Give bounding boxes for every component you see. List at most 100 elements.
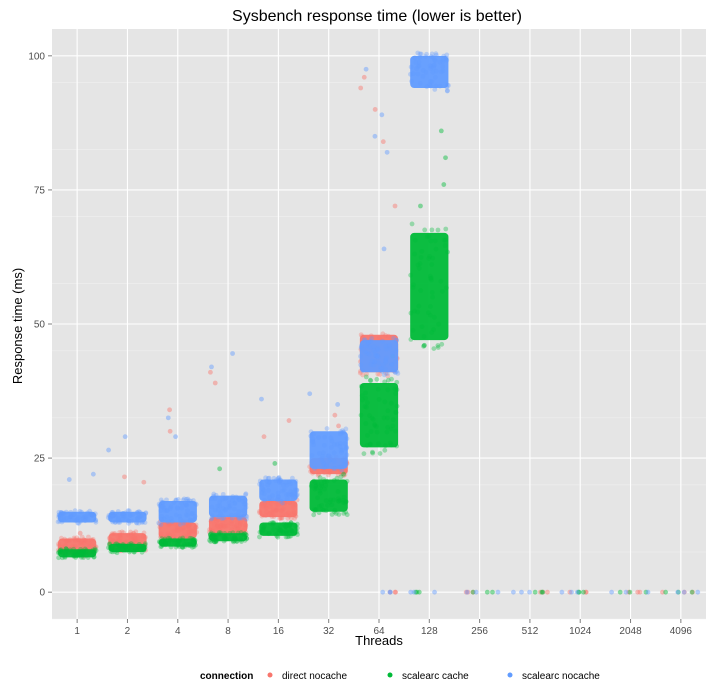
- data-point: [370, 450, 376, 456]
- data-point: [174, 542, 180, 548]
- data-point: [211, 493, 216, 499]
- data-point: [271, 475, 277, 481]
- data-point: [185, 529, 191, 535]
- data-point: [208, 369, 213, 375]
- data-band: [359, 383, 399, 448]
- data-point: [122, 543, 128, 549]
- data-point: [344, 436, 350, 442]
- data-point: [280, 500, 285, 506]
- data-point: [63, 552, 69, 557]
- data-point: [290, 490, 296, 495]
- data-point: [242, 537, 248, 543]
- data-point: [339, 450, 345, 455]
- data-point: [375, 354, 381, 360]
- data-point: [169, 519, 175, 524]
- data-point: [193, 542, 198, 548]
- data-point: [76, 537, 82, 543]
- data-point: [131, 547, 137, 553]
- data-point: [244, 514, 250, 519]
- data-point: [285, 524, 291, 530]
- data-point: [430, 69, 436, 75]
- data-point: [283, 524, 289, 529]
- data-point: [645, 589, 651, 595]
- data-point: [269, 514, 275, 519]
- data-point: [340, 428, 345, 434]
- data-point: [62, 517, 67, 523]
- data-point: [371, 344, 377, 349]
- data-point: [374, 353, 379, 359]
- data-point: [338, 448, 344, 453]
- data-point: [60, 510, 66, 516]
- data-point: [282, 501, 287, 506]
- data-point: [165, 533, 171, 539]
- data-point: [288, 533, 294, 539]
- data-point: [191, 529, 197, 535]
- x-tick-label: 256: [471, 626, 488, 637]
- data-point: [281, 521, 287, 527]
- data-point: [72, 538, 78, 544]
- data-point: [56, 543, 62, 548]
- data-point: [167, 536, 173, 541]
- data-point: [329, 512, 335, 517]
- data-point: [221, 538, 227, 544]
- data-point: [335, 489, 341, 494]
- data-point: [240, 495, 245, 501]
- data-point: [226, 504, 232, 509]
- data-point: [77, 549, 83, 555]
- data-point: [185, 542, 190, 547]
- data-point: [62, 549, 68, 555]
- data-point: [193, 525, 199, 531]
- data-point: [257, 509, 262, 514]
- data-point: [279, 480, 285, 485]
- data-band: [410, 55, 449, 88]
- data-point: [117, 519, 123, 525]
- data-point: [321, 460, 326, 465]
- data-point: [210, 528, 215, 534]
- data-point: [71, 545, 77, 551]
- data-point: [174, 528, 180, 534]
- data-point: [58, 510, 64, 515]
- data-point: [135, 510, 140, 516]
- data-point: [374, 354, 380, 360]
- data-point: [71, 552, 77, 558]
- data-point: [312, 486, 318, 492]
- data-point: [109, 510, 115, 515]
- data-point: [137, 514, 143, 520]
- data-point: [438, 69, 444, 75]
- data-point: [239, 515, 245, 521]
- data-point: [170, 533, 176, 539]
- data-point: [286, 529, 292, 535]
- data-point: [432, 74, 438, 80]
- data-point: [280, 530, 286, 536]
- data-point: [186, 522, 192, 528]
- data-point: [426, 233, 432, 239]
- data-point: [128, 513, 133, 518]
- data-point: [444, 88, 450, 93]
- data-point: [322, 479, 327, 484]
- data-point: [81, 540, 87, 546]
- data-point: [373, 352, 379, 358]
- data-point: [415, 50, 421, 56]
- data-point: [393, 589, 399, 595]
- data-point: [381, 372, 387, 378]
- data-point: [430, 255, 436, 261]
- data-point: [380, 589, 386, 595]
- data-point: [317, 490, 323, 496]
- data-point: [414, 66, 420, 72]
- data-point: [484, 589, 490, 595]
- data-point: [115, 509, 121, 514]
- data-point: [80, 550, 86, 555]
- data-point: [428, 66, 434, 71]
- data-point: [389, 376, 394, 382]
- data-point: [64, 538, 70, 544]
- data-band: [309, 479, 348, 512]
- data-point: [188, 498, 194, 504]
- data-point: [232, 500, 238, 506]
- data-point: [391, 335, 397, 341]
- data-point: [432, 589, 437, 595]
- data-point: [118, 545, 124, 551]
- data-point: [112, 549, 118, 554]
- data-point: [361, 337, 367, 343]
- data-point: [292, 487, 298, 493]
- data-point: [124, 546, 130, 552]
